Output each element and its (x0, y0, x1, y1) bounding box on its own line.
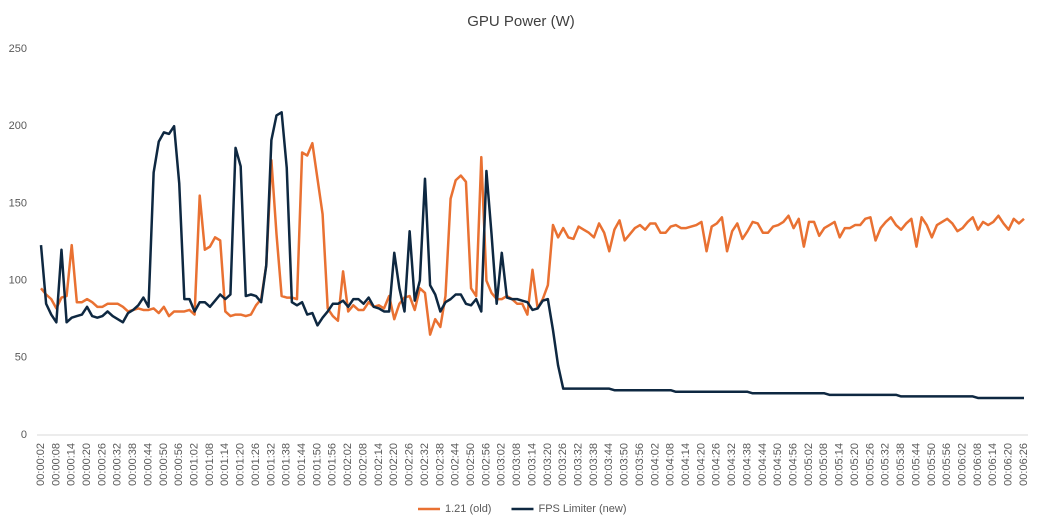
x-tick-label: 00:04:44 (757, 443, 769, 486)
x-tick-label: 00:01:20 (235, 443, 247, 486)
series-line (39, 111, 1024, 400)
x-tick-label: 00:01:32 (265, 443, 277, 486)
x-tick-label: 00:02:02 (342, 443, 354, 486)
x-tick-label: 00:01:08 (204, 443, 216, 486)
x-tick-label: 00:00:44 (142, 443, 154, 486)
x-tick-label: 00:06:26 (1018, 443, 1030, 486)
x-tick-label: 00:03:02 (496, 443, 508, 486)
series-line (40, 141, 1025, 336)
x-tick-label: 00:05:56 (941, 443, 953, 486)
x-tick-label: 00:03:14 (526, 443, 538, 486)
x-tick-label: 00:00:02 (35, 443, 47, 486)
x-tick-label: 00:00:14 (66, 443, 78, 486)
x-tick-label: 00:02:38 (434, 443, 446, 486)
legend-label: FPS Limiter (new) (538, 503, 626, 515)
y-tick-label: 200 (9, 120, 27, 132)
x-tick-label: 00:01:44 (296, 443, 308, 486)
x-tick-label: 00:04:26 (711, 443, 723, 486)
x-tick-label: 00:00:26 (96, 443, 108, 486)
x-tick-label: 00:03:20 (542, 443, 554, 486)
x-tick-label: 00:01:38 (281, 443, 293, 486)
x-tick-label: 00:00:56 (173, 443, 185, 486)
y-tick-label: 100 (9, 275, 27, 287)
x-tick-label: 00:04:56 (788, 443, 800, 486)
x-tick-label: 00:02:32 (419, 443, 431, 486)
x-tick-label: 00:01:26 (250, 443, 262, 486)
x-tick-label: 00:06:02 (956, 443, 968, 486)
x-tick-label: 00:03:38 (588, 443, 600, 486)
x-tick-label: 00:01:50 (311, 443, 323, 486)
y-tick-label: 250 (9, 43, 27, 55)
x-tick-label: 00:05:14 (834, 443, 846, 486)
x-tick-label: 00:01:14 (219, 443, 231, 486)
x-tick-label: 00:05:26 (864, 443, 876, 486)
x-tick-label: 00:05:20 (849, 443, 861, 486)
y-tick-label: 0 (21, 429, 27, 441)
y-tick-label: 50 (15, 352, 27, 364)
legend-label: 1.21 (old) (445, 503, 491, 515)
x-tick-label: 00:04:50 (772, 443, 784, 486)
x-tick-label: 00:05:02 (803, 443, 815, 486)
x-tick-label: 00:03:26 (557, 443, 569, 486)
x-tick-label: 00:02:26 (404, 443, 416, 486)
x-tick-label: 00:00:08 (50, 443, 62, 486)
x-tick-label: 00:02:56 (480, 443, 492, 486)
x-tick-label: 00:03:50 (619, 443, 631, 486)
y-tick-label: 150 (9, 197, 27, 209)
x-tick-label: 00:03:44 (603, 443, 615, 486)
x-tick-label: 00:05:32 (880, 443, 892, 486)
x-tick-label: 00:04:08 (665, 443, 677, 486)
x-tick-label: 00:05:44 (910, 443, 922, 486)
x-tick-label: 00:00:32 (112, 443, 124, 486)
x-tick-label: 00:04:32 (726, 443, 738, 486)
x-tick-label: 00:04:38 (741, 443, 753, 486)
x-tick-label: 00:04:02 (649, 443, 661, 486)
x-tick-label: 00:05:08 (818, 443, 830, 486)
x-tick-label: 00:00:50 (158, 443, 170, 486)
x-tick-label: 00:05:50 (926, 443, 938, 486)
x-tick-label: 00:00:20 (81, 443, 93, 486)
x-tick-label: 00:02:20 (388, 443, 400, 486)
x-tick-label: 00:02:50 (465, 443, 477, 486)
x-tick-label: 00:02:14 (373, 443, 385, 486)
x-tick-label: 00:06:14 (987, 443, 999, 486)
x-tick-label: 00:00:38 (127, 443, 139, 486)
x-tick-label: 00:01:02 (189, 443, 201, 486)
x-tick-label: 00:06:08 (972, 443, 984, 486)
x-tick-label: 00:04:14 (680, 443, 692, 486)
chart-title: GPU Power (W) (467, 13, 575, 30)
x-tick-label: 00:03:56 (634, 443, 646, 486)
x-tick-label: 00:06:20 (1003, 443, 1015, 486)
x-tick-label: 00:01:56 (327, 443, 339, 486)
x-tick-label: 00:03:32 (572, 443, 584, 486)
x-tick-label: 00:03:08 (511, 443, 523, 486)
x-tick-label: 00:02:44 (450, 443, 462, 486)
x-tick-label: 00:04:20 (695, 443, 707, 486)
x-tick-label: 00:02:08 (357, 443, 369, 486)
x-tick-label: 00:05:38 (895, 443, 907, 486)
